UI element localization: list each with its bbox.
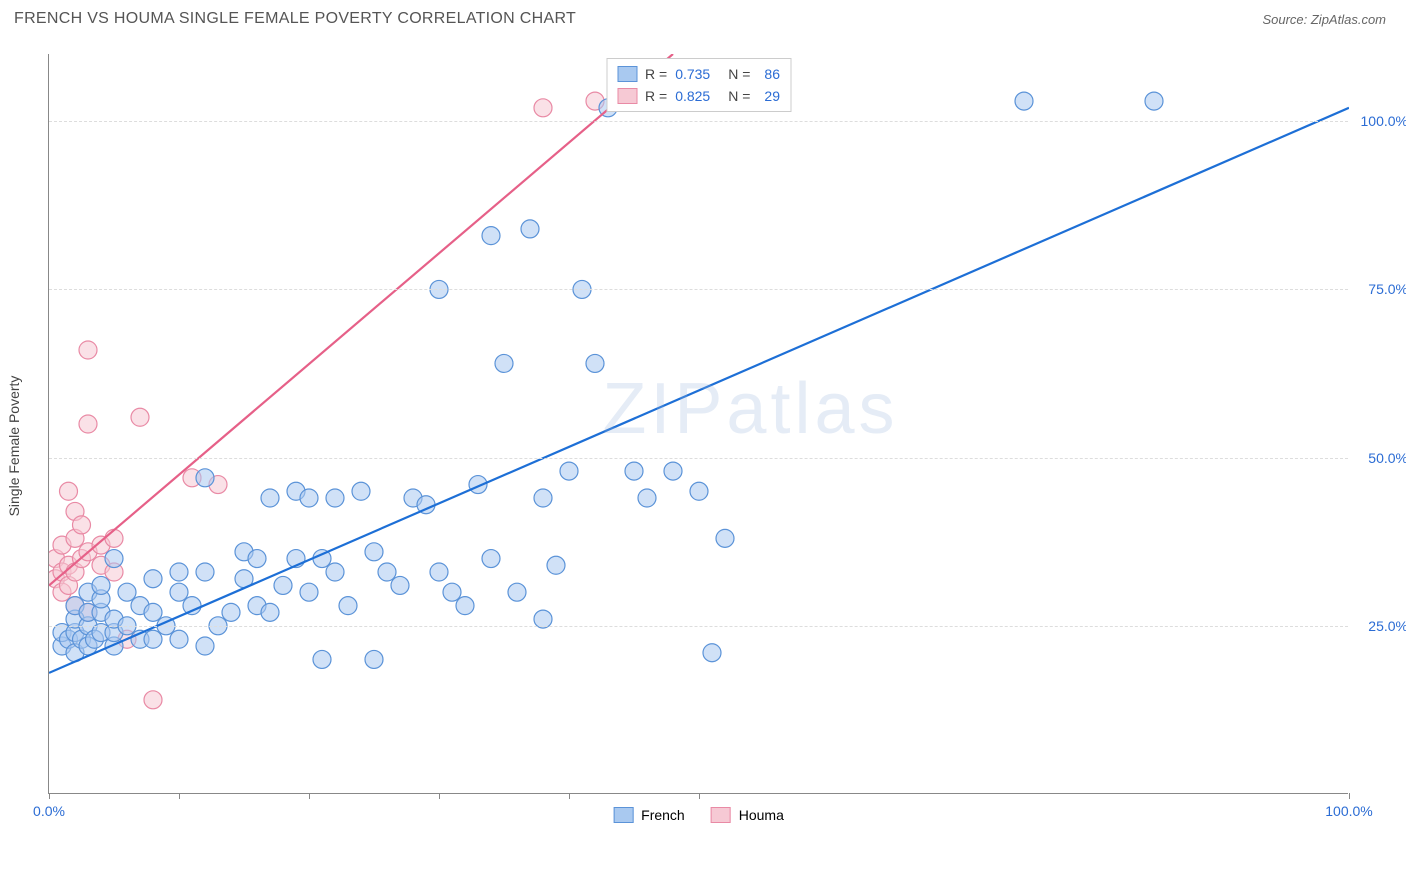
y-tick-label: 50.0%	[1368, 450, 1406, 466]
y-tick-label: 75.0%	[1368, 281, 1406, 297]
r-value-french: 0.735	[675, 63, 710, 85]
chart-plot-area: R = 0.735 N = 86 R = 0.825 N = 29 ZIPatl…	[48, 54, 1348, 794]
y-tick-label: 25.0%	[1368, 618, 1406, 634]
y-axis-title: Single Female Poverty	[6, 376, 22, 517]
series-legend: French Houma	[613, 807, 784, 823]
chart-title: FRENCH VS HOUMA SINGLE FEMALE POVERTY CO…	[14, 10, 576, 28]
n-value-houma: 29	[764, 85, 780, 107]
correlation-legend: R = 0.735 N = 86 R = 0.825 N = 29	[606, 58, 791, 112]
r-value-houma: 0.825	[675, 85, 710, 107]
y-tick-label: 100.0%	[1361, 113, 1406, 129]
houma-swatch	[711, 807, 731, 823]
legend-row-french: R = 0.735 N = 86	[617, 63, 780, 85]
n-value-french: 86	[764, 63, 780, 85]
r-label: R =	[645, 63, 667, 85]
x-tick-label: 0.0%	[33, 803, 65, 819]
legend-label-french: French	[641, 807, 685, 823]
french-swatch	[617, 66, 637, 82]
houma-swatch	[617, 88, 637, 104]
x-tick-label: 100.0%	[1325, 803, 1372, 819]
legend-row-houma: R = 0.825 N = 29	[617, 85, 780, 107]
legend-item-houma: Houma	[711, 807, 784, 823]
n-label: N =	[728, 85, 750, 107]
legend-item-french: French	[613, 807, 685, 823]
n-label: N =	[728, 63, 750, 85]
legend-label-houma: Houma	[739, 807, 784, 823]
source-label: Source: ZipAtlas.com	[1262, 12, 1386, 27]
scatter-svg	[49, 54, 1348, 793]
french-swatch	[613, 807, 633, 823]
r-label: R =	[645, 85, 667, 107]
